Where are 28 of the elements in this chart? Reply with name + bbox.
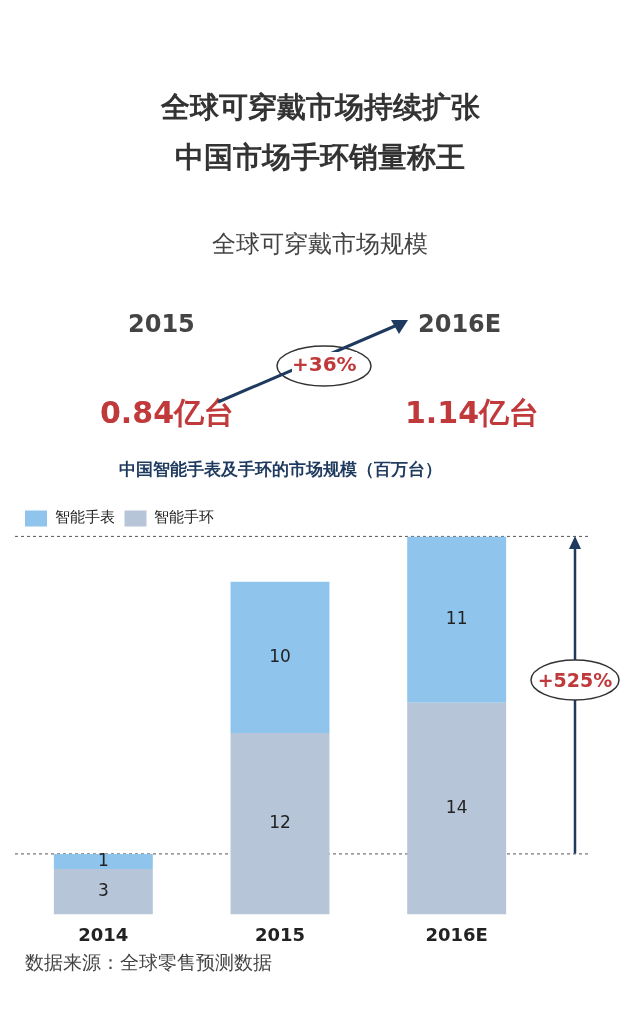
data-label: 1	[97, 849, 109, 870]
bar	[230, 732, 330, 915]
text: 0.84亿台	[100, 394, 235, 432]
data-label: 11	[445, 607, 468, 628]
source-note: 数据来源：全球零售预测数据	[24, 950, 273, 975]
legend-label: 智能手环	[154, 508, 214, 527]
text: 中国市场手环销量称王	[174, 139, 466, 176]
chart-title: 中国智能手表及手环的市场规模（百万台）	[118, 458, 442, 479]
text: 全球可穿戴市场持续扩张	[159, 89, 481, 126]
bar	[407, 536, 507, 703]
data-label: 14	[445, 796, 468, 817]
text: 2015	[128, 310, 195, 338]
text: 2016E	[418, 310, 502, 338]
data-label: 10	[269, 645, 291, 666]
data-label: 12	[269, 812, 291, 833]
bar	[407, 702, 507, 915]
data-label: 3	[97, 880, 109, 901]
x-tick-label: 2015	[254, 923, 306, 945]
bar	[230, 581, 330, 733]
x-tick-label: 2014	[78, 923, 129, 945]
legend-label: 智能手表	[54, 508, 115, 527]
annotation: +525%	[536, 668, 614, 693]
bar	[53, 853, 153, 870]
x-tick-label: 2016E	[425, 923, 488, 945]
bar	[53, 869, 153, 915]
text: 全球可穿戴市场规模	[211, 229, 429, 260]
text: 1.14亿台	[405, 394, 540, 432]
text: +36%	[292, 352, 357, 376]
